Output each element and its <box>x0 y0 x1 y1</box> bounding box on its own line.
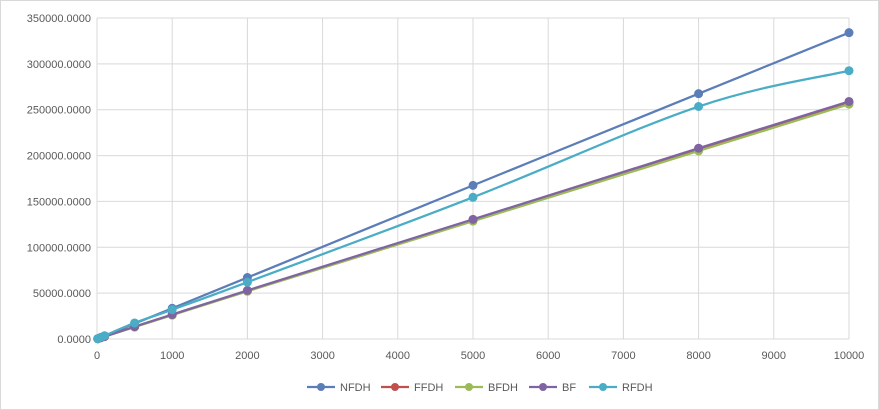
x-tick-label: 2000 <box>235 350 259 362</box>
data-point-nfdh <box>694 89 704 99</box>
x-axis-tick-labels: 0 1000 2000 3000 4000 5000 6000 7000 8000 9000 100… <box>94 350 864 362</box>
legend-label-nfdh: NFDH <box>340 382 371 394</box>
y-tick-label: 250000.0000 <box>27 105 91 117</box>
data-point-nfdh <box>844 28 854 38</box>
legend-marker-bf <box>539 383 547 391</box>
y-axis-tick-labels: 0.0000 50000.0000 100000.0000 150000.0000 20… <box>27 13 91 346</box>
legend-marker-ffdh <box>391 383 399 391</box>
data-point-rfdh <box>844 66 854 76</box>
data-point-bf <box>242 285 252 295</box>
data-point-nfdh <box>468 180 478 190</box>
y-tick-label: 350000.0000 <box>27 13 91 25</box>
x-tick-label: 9000 <box>762 350 786 362</box>
x-tick-label: 0 <box>94 350 100 362</box>
legend-item-nfdh: NFDH <box>307 382 371 394</box>
y-tick-label: 50000.0000 <box>33 288 91 300</box>
legend-marker-bfdh <box>465 383 473 391</box>
data-point-bf <box>694 143 704 153</box>
x-tick-label: 1000 <box>160 350 184 362</box>
data-point-rfdh <box>167 305 177 315</box>
legend-item-ffdh: FFDH <box>381 382 443 394</box>
x-tick-label: 7000 <box>611 350 635 362</box>
data-point-bf <box>844 96 854 106</box>
y-tick-label: 300000.0000 <box>27 59 91 71</box>
legend: NFDH FFDH BFDH BF RFDH <box>307 382 653 394</box>
legend-marker-nfdh <box>317 383 325 391</box>
legend-item-bf: BF <box>529 382 576 394</box>
grid-lines <box>96 17 850 340</box>
data-point-bf <box>468 214 478 224</box>
legend-label-ffdh: FFDH <box>414 382 443 394</box>
legend-label-bfdh: BFDH <box>488 382 518 394</box>
data-point-rfdh <box>130 318 140 328</box>
x-tick-label: 6000 <box>536 350 560 362</box>
data-point-rfdh <box>694 102 704 112</box>
x-tick-label: 4000 <box>386 350 410 362</box>
x-tick-label: 3000 <box>310 350 334 362</box>
y-tick-label: 150000.0000 <box>27 196 91 208</box>
legend-label-rfdh: RFDH <box>622 382 653 394</box>
legend-item-bfdh: BFDH <box>455 382 518 394</box>
series-layer <box>93 28 854 344</box>
data-point-rfdh <box>242 277 252 287</box>
legend-item-rfdh: RFDH <box>589 382 653 394</box>
data-point-rfdh <box>100 331 110 341</box>
data-point-rfdh <box>468 192 478 202</box>
x-tick-label: 5000 <box>461 350 485 362</box>
legend-label-bf: BF <box>562 382 576 394</box>
series-rfdh <box>93 66 854 344</box>
x-tick-label: 10000 <box>834 350 865 362</box>
y-tick-label: 200000.0000 <box>27 151 91 163</box>
x-tick-label: 8000 <box>686 350 710 362</box>
legend-marker-rfdh <box>599 383 607 391</box>
y-tick-label: 0.0000 <box>57 334 91 346</box>
y-tick-label: 100000.0000 <box>27 242 91 254</box>
